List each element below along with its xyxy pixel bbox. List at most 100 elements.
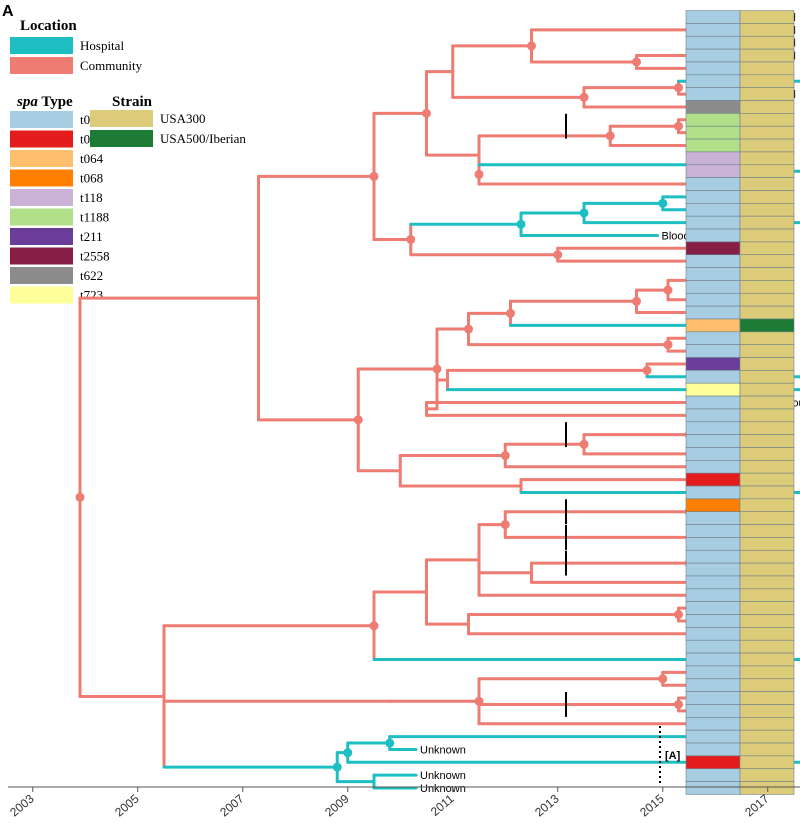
heatmap-strain-cell: [739, 357, 795, 371]
legend-strain: Strain USA300 USA500/Iberian: [90, 94, 246, 147]
heatmap-strain-cell: [739, 524, 795, 538]
legend-swatch-t622: [10, 267, 73, 284]
legend-swatch-t008: [10, 111, 73, 128]
heatmap-spa-cell: [685, 100, 741, 114]
heatmap-strain-cell: [739, 87, 795, 101]
heatmap-spa-cell: [685, 639, 741, 654]
heatmap-strain-cell: [739, 742, 795, 757]
legend-label-t211: t211: [80, 229, 103, 244]
heatmap-spa-cell: [685, 781, 741, 795]
tree-node-dot: [369, 621, 379, 631]
tree-node-dot: [500, 520, 510, 530]
axis-tick-label: 2011: [428, 791, 457, 819]
tree-node-dot: [632, 57, 641, 67]
heatmap-spa-cell: [685, 35, 741, 50]
axis-tick-label: 2017: [742, 791, 772, 819]
legend-swatch-hospital: [10, 37, 73, 54]
heatmap-spa-cell: [685, 23, 741, 37]
tree-node-dot: [663, 285, 673, 295]
tree-node-dot: [474, 169, 484, 179]
heatmap-spa-cell: [685, 395, 741, 410]
legend-swatch-t024: [10, 130, 73, 148]
legend-label-hospital: Hospital: [80, 38, 124, 53]
heatmap-strain-cell: [739, 704, 795, 718]
heatmap-strain-cell: [739, 575, 795, 590]
heatmap-spa-cell: [685, 164, 741, 178]
legend-swatch-t1188: [10, 208, 73, 226]
legend-label-t723: t723: [80, 288, 103, 303]
legend-spa-title-italic: spa: [16, 94, 38, 110]
heatmap-strain-cell: [739, 549, 795, 564]
legend-swatch-t068: [10, 169, 73, 187]
heatmap-spa-cell: [685, 511, 741, 525]
heatmap-strain-cell: [739, 74, 795, 88]
tree-node-dot: [663, 340, 673, 350]
tree-node-dot: [579, 439, 589, 449]
heatmap-strain-cell: [739, 61, 795, 76]
heatmap-strain-cell: [739, 177, 795, 191]
heatmap-strain-cell: [739, 460, 795, 474]
tree-node-dot: [674, 610, 683, 620]
heatmap-spa-cell: [685, 292, 741, 307]
tip-label: Unknown: [420, 770, 466, 782]
tree-node-dot: [605, 131, 615, 141]
heatmap-spa-cell: [685, 549, 741, 564]
heatmap-strain-cell: [739, 485, 795, 500]
heatmap-strain-cell: [739, 408, 795, 423]
tree-node-dot: [369, 171, 379, 181]
heatmap-strain-cell: [739, 729, 795, 744]
legend-spa-title-rest: Type: [38, 94, 73, 110]
heatmap-strain-cell: [739, 280, 795, 294]
tree-node-dot: [500, 451, 510, 461]
heatmap-spa-cell: [685, 10, 741, 24]
heatmap-strain-cell: [739, 562, 795, 577]
tip-label: Unknown: [420, 744, 466, 756]
legend-label-usa500: USA500/Iberian: [160, 131, 246, 146]
heatmap-strain-cell: [739, 331, 795, 345]
heatmap-strain-cell: [739, 768, 795, 782]
heatmap-strain-cell: [739, 665, 795, 680]
legend-swatch-community: [10, 57, 73, 74]
tree-node-dot: [658, 198, 668, 208]
tree-node-dot: [674, 699, 683, 709]
legend-swatch-usa300: [90, 110, 153, 127]
tip-label: Blood: [662, 230, 690, 242]
heatmap-spa-cell: [685, 228, 741, 243]
tree-node-dot: [579, 92, 589, 102]
heatmap-strain-cell: [739, 125, 795, 140]
axis-tick-label: 2003: [7, 791, 37, 819]
time-axis: 2003200520072009201120132015201720192021: [7, 786, 800, 819]
heatmap-spa-cell: [685, 588, 741, 602]
heatmap-strain-cell: [739, 48, 795, 63]
legend-label-community: Community: [80, 58, 143, 73]
legend-label-t118: t118: [80, 190, 103, 205]
heatmap-spa-cell: [685, 254, 741, 268]
heatmap-strain-cell: [739, 652, 795, 667]
tip-label-text: Unknown: [420, 783, 466, 795]
heatmap-spa-cell: [685, 241, 741, 256]
heatmap-spa-cell: [685, 357, 741, 371]
legend-label-t064: t064: [80, 151, 104, 166]
heatmap-spa-cell: [685, 768, 741, 782]
axis-tick-label: 2005: [112, 791, 142, 819]
heatmap-strain-cell: [739, 241, 795, 256]
heatmap-strain-cell: [739, 292, 795, 307]
heatmap-spa-cell: [685, 447, 741, 461]
tree-node-dot: [632, 296, 641, 306]
heatmap-strain-cell: [739, 382, 795, 397]
heatmap-strain-cell: [739, 639, 795, 654]
heatmap-spa-cell: [685, 61, 741, 76]
legend-location: Location Hospital Community: [10, 18, 143, 74]
legend-label-t622: t622: [80, 268, 103, 283]
heatmap-spa-cell: [685, 125, 741, 140]
heatmap-strain-cell: [739, 190, 795, 204]
axis-tick-label: 2015: [637, 791, 667, 819]
heatmap-strain-cell: [739, 254, 795, 268]
heatmap-strain-cell: [739, 267, 795, 281]
legend-swatch-t064: [10, 150, 73, 167]
annotation-a: [A]: [659, 726, 681, 786]
heatmap-spa-cell: [685, 318, 741, 333]
tip-label-text: Blood: [662, 230, 690, 242]
heatmap-spa-cell: [685, 460, 741, 474]
heatmap-strain-cell: [739, 151, 795, 166]
